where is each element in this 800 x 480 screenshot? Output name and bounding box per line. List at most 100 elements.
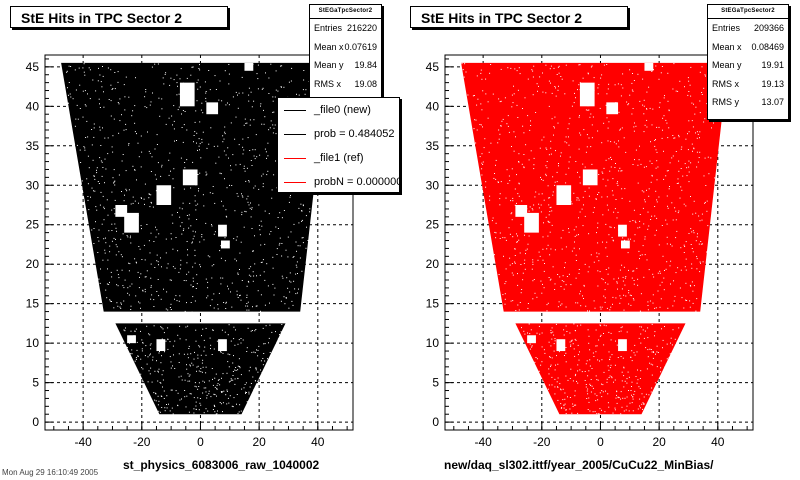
scatter-point-gap bbox=[203, 412, 205, 414]
scatter-point-gap bbox=[688, 233, 690, 234]
scatter-point-gap bbox=[113, 208, 115, 210]
scatter-point-gap bbox=[548, 341, 550, 343]
scatter-point-gap bbox=[568, 273, 570, 275]
scatter-point-gap bbox=[245, 305, 247, 307]
scatter-point-gap bbox=[700, 241, 702, 242]
scatter-point-gap bbox=[586, 174, 588, 176]
scatter-point-gap bbox=[215, 89, 217, 90]
scatter-point-gap bbox=[198, 345, 200, 347]
scatter-point-gap bbox=[79, 84, 81, 86]
scatter-point-gap bbox=[237, 94, 238, 96]
scatter-point-gap bbox=[514, 248, 516, 250]
scatter-point-gap bbox=[244, 210, 246, 212]
scatter-point-gap bbox=[631, 82, 633, 84]
scatter-point-gap bbox=[175, 295, 177, 297]
scatter-point-gap bbox=[88, 167, 90, 169]
scatter-point-gap bbox=[160, 382, 162, 384]
scatter-point-gap bbox=[606, 204, 608, 206]
scatter-point-gap bbox=[592, 211, 594, 213]
scatter-point-gap bbox=[294, 288, 296, 290]
scatter-point-gap bbox=[536, 296, 538, 298]
scatter-point-gap bbox=[214, 406, 216, 407]
x-axis-label: st_physics_6083006_raw_1040002 bbox=[123, 458, 320, 472]
scatter-point-gap bbox=[572, 380, 574, 382]
scatter-point-gap bbox=[652, 294, 654, 296]
y-tick-label: 45 bbox=[426, 60, 440, 74]
scatter-point-gap bbox=[595, 400, 597, 402]
scatter-point-gap bbox=[619, 302, 621, 304]
scatter-point-gap bbox=[670, 260, 672, 262]
scatter-point-gap bbox=[265, 325, 267, 327]
scatter-point-gap bbox=[100, 81, 102, 83]
scatter-point-gap bbox=[552, 266, 554, 268]
scatter-point-gap bbox=[120, 254, 122, 256]
scatter-point-gap bbox=[208, 380, 210, 382]
scatter-point-gap bbox=[234, 210, 236, 212]
scatter-point-gap bbox=[83, 63, 85, 65]
scatter-point-gap bbox=[554, 181, 556, 183]
scatter-point-gap bbox=[509, 180, 511, 182]
scatter-point-gap bbox=[256, 156, 258, 158]
scatter-point-gap bbox=[158, 97, 160, 99]
scatter-point-gap bbox=[535, 112, 537, 113]
scatter-point-gap bbox=[259, 274, 261, 276]
scatter-point-gap bbox=[271, 331, 273, 333]
stats-row-rms-x: RMS x 19.13 bbox=[712, 78, 784, 89]
scatter-point-gap bbox=[204, 81, 206, 83]
scatter-point-gap bbox=[612, 240, 614, 242]
scatter-point-gap bbox=[671, 202, 673, 204]
scatter-point-gap bbox=[622, 280, 624, 282]
scatter-point-gap bbox=[532, 341, 534, 343]
scatter-point-gap bbox=[167, 338, 169, 340]
scatter-point-gap bbox=[149, 104, 151, 106]
scatter-point-gap bbox=[179, 268, 181, 270]
scatter-point-gap bbox=[489, 199, 491, 201]
scatter-point-gap bbox=[565, 173, 567, 175]
scatter-point-gap bbox=[236, 260, 237, 262]
scatter-point-gap bbox=[234, 369, 236, 371]
scatter-point-gap bbox=[533, 164, 535, 166]
scatter-point-gap bbox=[631, 402, 633, 404]
scatter-point-gap bbox=[209, 256, 211, 258]
scatter-point-gap bbox=[236, 403, 237, 405]
scatter-point-gap bbox=[639, 100, 641, 102]
scatter-point-gap bbox=[239, 367, 241, 369]
scatter-point-gap bbox=[285, 297, 287, 299]
scatter-point-gap bbox=[258, 345, 260, 347]
scatter-point-gap bbox=[199, 149, 200, 151]
scatter-point-gap bbox=[246, 198, 248, 200]
scatter-point-gap bbox=[698, 243, 700, 245]
scatter-point-gap bbox=[246, 303, 248, 304]
scatter-point-gap bbox=[150, 285, 152, 287]
scatter-point-gap bbox=[110, 69, 112, 71]
scatter-point-gap bbox=[181, 233, 183, 235]
scatter-point-gap bbox=[643, 223, 645, 225]
scatter-point-gap bbox=[565, 347, 567, 348]
scatter-point-gap bbox=[678, 134, 680, 136]
scatter-point-gap bbox=[130, 203, 132, 205]
scatter-point-gap bbox=[97, 80, 99, 82]
scatter-point-gap bbox=[242, 196, 244, 198]
scatter-point-gap bbox=[145, 91, 147, 93]
scatter-point-gap bbox=[172, 248, 174, 250]
scatter-point-gap bbox=[197, 203, 199, 205]
scatter-point-gap bbox=[217, 308, 219, 310]
scatter-point-gap bbox=[547, 244, 549, 246]
scatter-point-gap bbox=[651, 124, 653, 126]
scatter-point-gap bbox=[506, 169, 508, 171]
scatter-point-gap bbox=[639, 407, 641, 409]
scatter-point-gap bbox=[266, 174, 268, 176]
scatter-point-gap bbox=[570, 368, 572, 370]
scatter-point-gap bbox=[588, 401, 590, 403]
scatter-point-gap bbox=[67, 87, 68, 89]
scatter-point-gap bbox=[601, 306, 603, 308]
scatter-point-gap bbox=[623, 137, 625, 139]
scatter-point-gap bbox=[600, 334, 602, 336]
scatter-point-gap bbox=[497, 182, 499, 183]
scatter-point-gap bbox=[691, 281, 693, 283]
scatter-point-gap bbox=[530, 150, 532, 152]
scatter-point-gap bbox=[109, 299, 111, 301]
scatter-point-gap bbox=[151, 156, 153, 158]
